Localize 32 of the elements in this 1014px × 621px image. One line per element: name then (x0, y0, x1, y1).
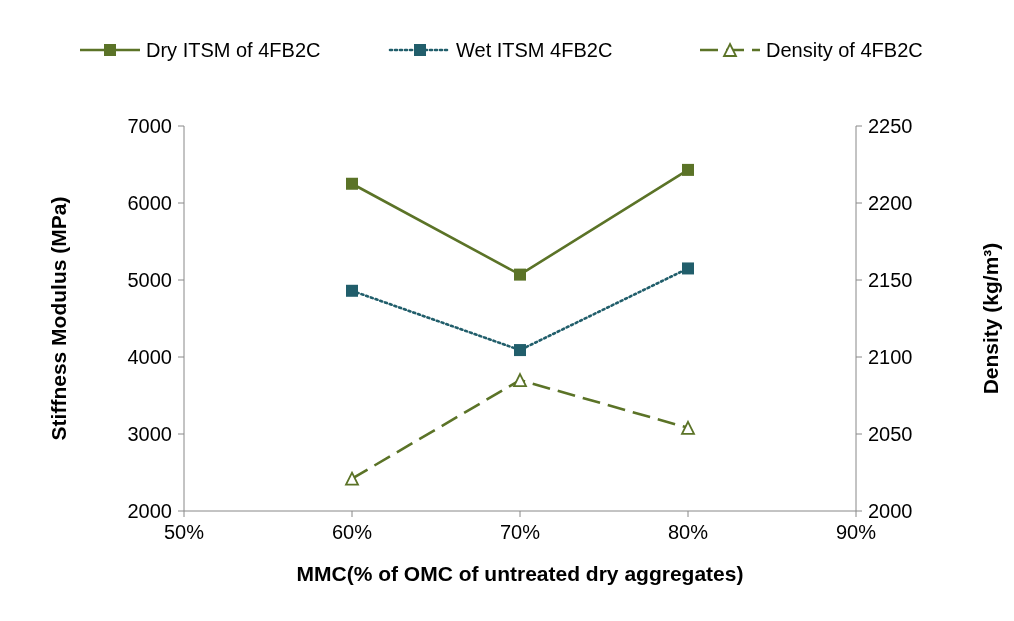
x-tick-label: 90% (835, 521, 877, 543)
y-tick-label: 7000 (127, 115, 172, 137)
y2-tick-label: 2000 (868, 500, 913, 522)
point (514, 268, 526, 281)
y2-tick-label: 2250 (868, 115, 913, 137)
y-axis-title: Stiffness Modulus (MPa) (47, 196, 70, 441)
legend-label: Dry ITSM of 4FB2C (146, 39, 321, 61)
x-tick-label: 50% (163, 521, 205, 543)
legend-label: Density of 4FB2C (766, 39, 923, 61)
y2-tick-label: 2050 (868, 423, 913, 445)
y2-tick-label: 2150 (868, 269, 913, 291)
y-tick-label: 2000 (127, 500, 172, 522)
y-tick-label: 4000 (127, 346, 172, 368)
y2-tick-label: 2100 (868, 346, 913, 368)
point (346, 284, 358, 297)
point (682, 163, 694, 176)
x-tick-label: 60% (331, 521, 373, 543)
y2-tick-label: 2200 (868, 192, 913, 214)
point (513, 373, 527, 387)
y-tick-label: 5000 (127, 269, 172, 291)
point (346, 177, 358, 190)
y2-axis-title: Density (kg/m³) (979, 242, 1002, 395)
x-tick-label: 80% (667, 521, 709, 543)
y-tick-label: 6000 (127, 192, 172, 214)
point (682, 262, 694, 275)
y-tick-label: 3000 (127, 423, 172, 445)
x-tick-label: 70% (499, 521, 541, 543)
legend-label: Wet ITSM 4FB2C (456, 39, 613, 61)
point (345, 471, 359, 486)
point (681, 420, 695, 435)
x-axis-title: MMC(% of OMC of untreated dry aggregates) (296, 562, 744, 585)
point (514, 344, 526, 357)
